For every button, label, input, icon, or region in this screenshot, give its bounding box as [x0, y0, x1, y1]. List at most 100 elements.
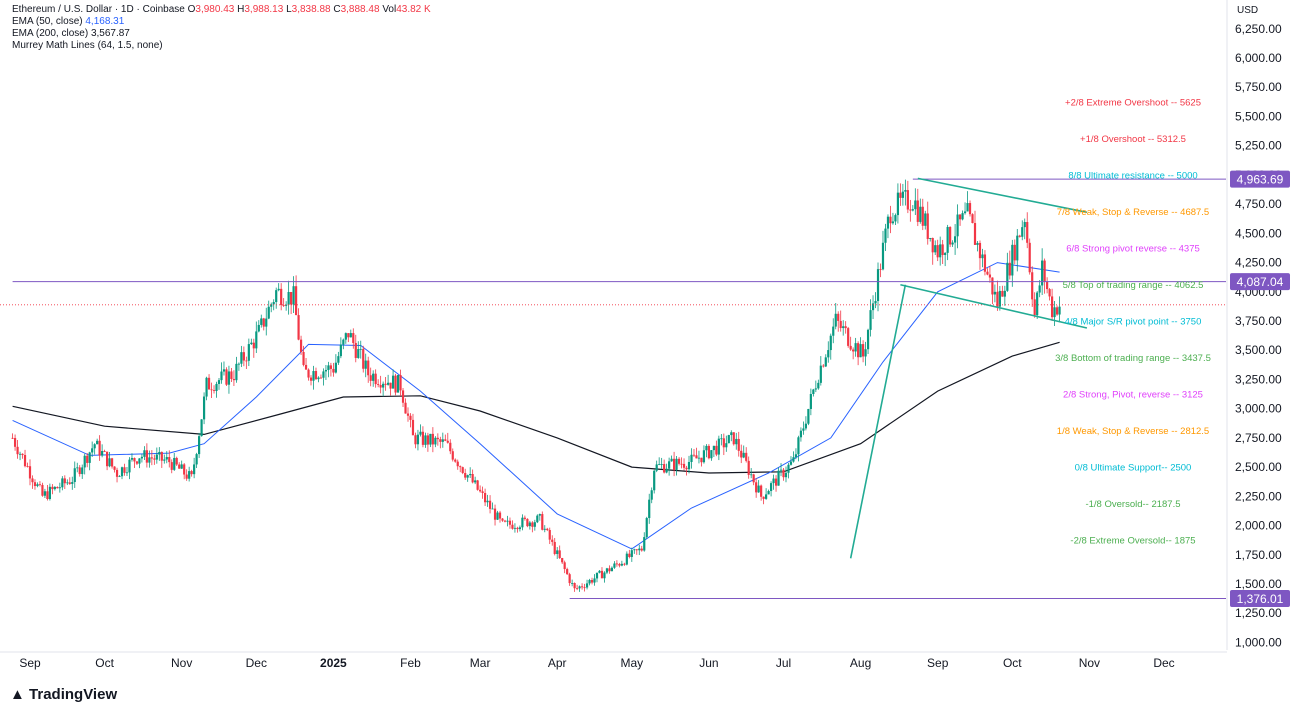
time-tick-label: Feb — [400, 656, 421, 670]
candle-body — [349, 333, 352, 338]
candle-body — [76, 467, 79, 469]
price-tick-label: 3,750.00 — [1235, 314, 1282, 328]
price-tick-label: 4,500.00 — [1235, 226, 1282, 240]
candle-body — [1011, 244, 1014, 276]
candle-body — [488, 500, 492, 509]
candle-body — [600, 570, 604, 579]
candle-body — [58, 487, 61, 489]
ema50-row[interactable]: EMA (50, close) 4,168.31 — [12, 16, 431, 28]
candle-body — [968, 203, 972, 215]
ema50-value: 4,168.31 — [85, 16, 125, 27]
candle-body — [101, 451, 104, 456]
candle-body — [377, 384, 380, 386]
chart-legend: Ethereum / U.S. Dollar · 1D · Coinbase O… — [12, 4, 431, 52]
candle-body — [916, 200, 919, 222]
candle-body — [730, 432, 733, 436]
candle-body — [548, 530, 551, 540]
candle-body — [302, 351, 305, 365]
candle-body — [352, 333, 355, 343]
symbol-title[interactable]: Ethereum / U.S. Dollar · 1D · Coinbase — [12, 4, 185, 15]
candle-body — [526, 518, 529, 527]
candle-body — [262, 318, 265, 327]
candle-body — [299, 339, 303, 352]
candle-body — [454, 459, 457, 462]
ema50-label: EMA (50, close) — [12, 16, 83, 27]
candle-body — [240, 352, 243, 364]
candle-body — [103, 451, 106, 452]
candle-body — [247, 344, 250, 361]
candle-body — [200, 419, 203, 437]
candle-body — [332, 368, 335, 373]
candle-body — [690, 454, 693, 462]
murrey-label: Murrey Math Lines (64, 1.5, none) — [12, 40, 163, 51]
candle-body — [824, 357, 827, 367]
candle-body — [367, 360, 370, 376]
candle-body — [250, 342, 253, 345]
candle-body — [464, 472, 467, 478]
candle-body — [265, 318, 268, 327]
candle-body — [675, 458, 678, 470]
candle-body — [354, 342, 357, 358]
candle-body — [765, 494, 768, 499]
candle-body — [481, 491, 484, 493]
candle-body — [720, 438, 723, 440]
candle-body — [924, 213, 927, 226]
candle-body — [951, 242, 954, 245]
murrey-row[interactable]: Murrey Math Lines (64, 1.5, none) — [12, 40, 431, 52]
price-tick-label: 5,750.00 — [1235, 80, 1282, 94]
candle-body — [292, 286, 295, 305]
candle-body — [212, 390, 216, 391]
candle-body — [215, 383, 218, 391]
candle-body — [874, 301, 877, 304]
time-axis[interactable]: Sep Oct Nov Dec 2025 Feb Mar Apr May Jun Jul Aug Sep… — [0, 651, 1227, 670]
candle-body — [553, 541, 556, 554]
candle-body — [792, 457, 795, 462]
murrey-level-label: 2/8 Strong, Pivot, reverse -- 3125 — [1063, 390, 1203, 401]
price-badges-layer: 4,963.69 4,087.04 1,376.01 — [1230, 170, 1290, 607]
candle-body — [145, 450, 148, 463]
candle-body — [359, 348, 362, 350]
candle-body — [128, 459, 131, 473]
candle-body — [740, 450, 743, 458]
candle-body — [934, 245, 937, 253]
candle-body — [227, 371, 231, 385]
candle-body — [558, 550, 561, 559]
price-axis[interactable]: 1,000.00 1,250.00 1,500.00 1,750.00 2,000.00… — [1226, 0, 1282, 650]
candle-body — [516, 527, 519, 530]
candle-body — [876, 269, 880, 302]
candle-body — [404, 402, 407, 414]
trendline — [849, 284, 907, 559]
candle-body — [849, 345, 852, 350]
candle-body — [322, 371, 325, 378]
candle-body — [16, 446, 19, 455]
murrey-level-label: 4/8 Major S/R pivot point -- 3750 — [1065, 317, 1202, 328]
candle-body — [73, 468, 76, 483]
candle-body — [926, 213, 929, 240]
candle-body — [86, 455, 89, 463]
candle-body — [387, 382, 390, 385]
candle-body — [476, 480, 479, 490]
candle-body — [491, 508, 494, 510]
candle-body — [185, 474, 188, 479]
candle-body — [829, 335, 832, 351]
candle-body — [290, 292, 293, 305]
candle-body — [439, 439, 442, 442]
candle-body — [155, 454, 158, 460]
candle-body — [536, 515, 539, 523]
candle-body — [148, 457, 151, 463]
candle-body — [135, 461, 139, 464]
candle-body — [640, 548, 643, 551]
tradingview-logo[interactable]: ▲ TradingView — [10, 686, 117, 703]
candle-body — [682, 463, 686, 468]
candle-body — [78, 467, 81, 475]
candle-body — [431, 433, 434, 445]
murrey-level-label: 8/8 Ultimate resistance -- 5000 — [1068, 170, 1197, 181]
price-tick-label: 2,000.00 — [1235, 519, 1282, 533]
candle-body — [588, 579, 591, 584]
candle-body — [645, 518, 648, 538]
horizontal-levels-layer — [0, 178, 1226, 599]
candle-body — [1041, 260, 1044, 286]
ema200-row[interactable]: EMA (200, close) 3,567.87 — [12, 28, 431, 40]
candle-body — [123, 467, 126, 473]
